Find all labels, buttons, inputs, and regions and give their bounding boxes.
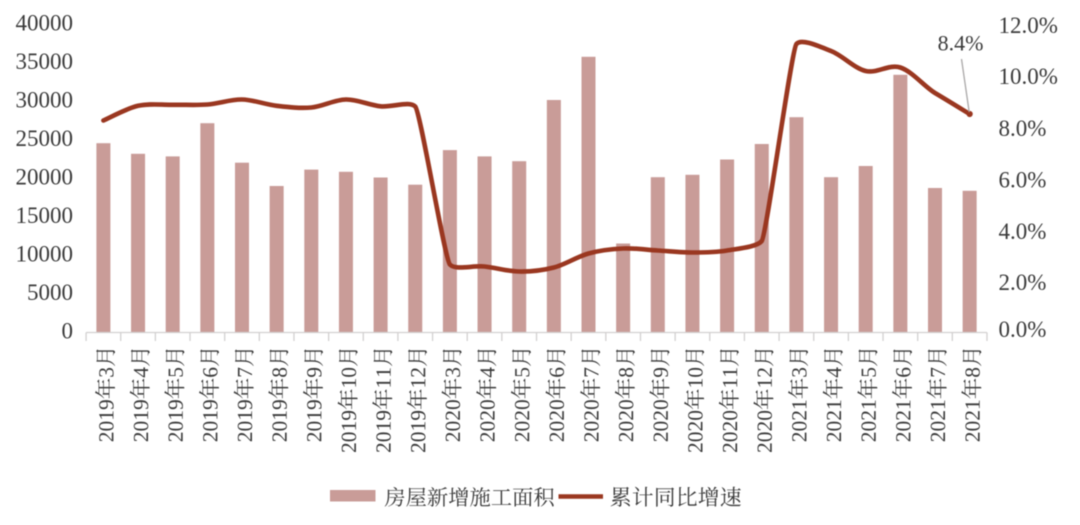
- svg-text:12.0%: 12.0%: [999, 13, 1058, 38]
- svg-text:30000: 30000: [16, 88, 74, 113]
- svg-text:2.0%: 2.0%: [999, 270, 1047, 295]
- svg-text:25000: 25000: [16, 126, 74, 151]
- svg-text:0.0%: 0.0%: [999, 317, 1047, 342]
- svg-text:6.0%: 6.0%: [999, 168, 1047, 193]
- svg-text:10.0%: 10.0%: [999, 64, 1058, 89]
- svg-text:35000: 35000: [16, 49, 74, 74]
- svg-text:8.4%: 8.4%: [938, 30, 984, 55]
- svg-text:40000: 40000: [16, 11, 74, 36]
- svg-text:10000: 10000: [16, 242, 74, 267]
- svg-text:8.0%: 8.0%: [999, 116, 1047, 141]
- svg-text:0: 0: [62, 319, 74, 344]
- svg-text:4.0%: 4.0%: [999, 219, 1047, 244]
- svg-text:5000: 5000: [27, 280, 73, 305]
- svg-text:20000: 20000: [16, 165, 74, 190]
- svg-text:15000: 15000: [16, 203, 74, 228]
